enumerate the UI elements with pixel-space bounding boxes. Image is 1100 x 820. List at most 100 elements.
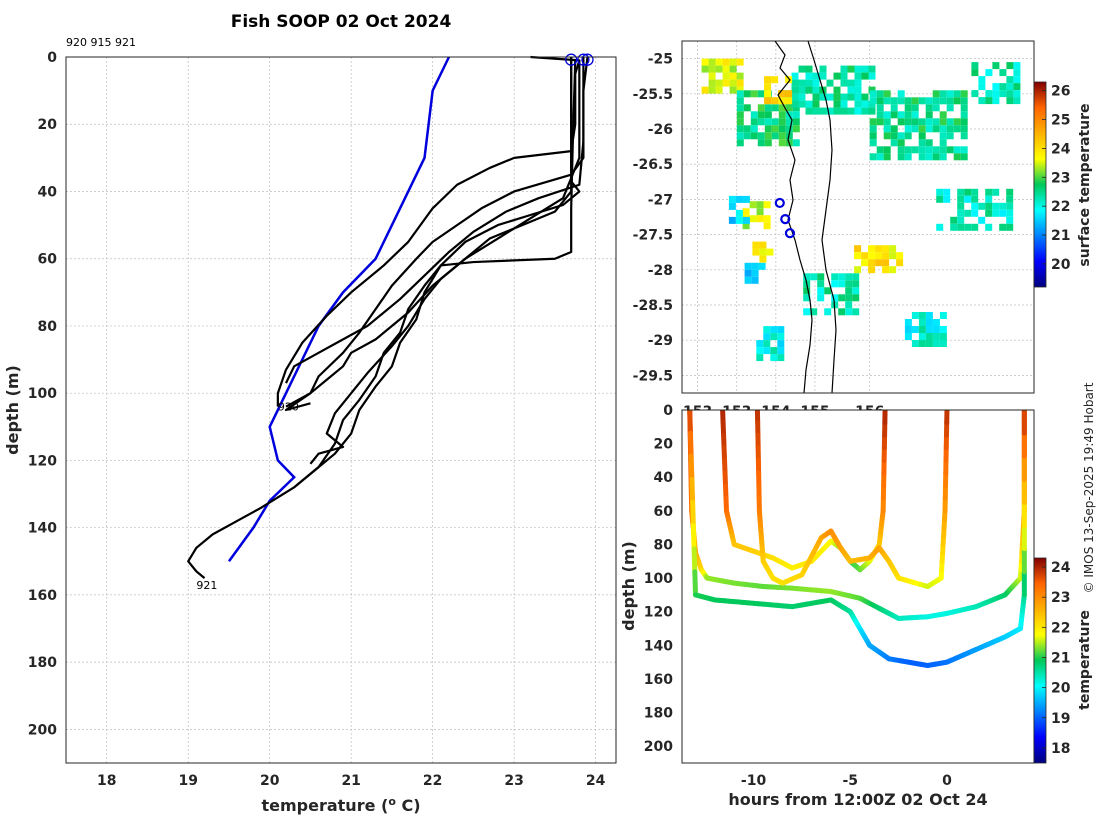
- sst-pixel: [798, 86, 806, 94]
- sst-pixel: [992, 188, 1000, 196]
- y-tick-label: 160: [28, 588, 57, 604]
- x-tick-label: 20: [260, 773, 280, 789]
- sst-pixel: [764, 76, 772, 84]
- profile-line: [309, 57, 573, 465]
- sst-pixel: [1006, 195, 1014, 203]
- sst-pixel: [852, 280, 860, 288]
- sst-pixel: [785, 118, 793, 126]
- sst-pixel: [845, 301, 853, 309]
- sst-pixel: [854, 100, 862, 108]
- sst-pixel: [978, 202, 986, 210]
- sst-pixel: [946, 97, 954, 105]
- sst-pixel: [883, 125, 891, 133]
- sst-pixel: [778, 90, 786, 98]
- sst-pixel: [805, 79, 813, 87]
- sst-pixel: [812, 72, 820, 80]
- sst-pixel: [985, 209, 993, 217]
- sst-pixel: [939, 139, 947, 147]
- sst-pixel: [757, 139, 765, 147]
- sst-pixel: [763, 326, 771, 334]
- sst-pixel: [1006, 202, 1014, 210]
- sst-pixel: [911, 125, 919, 133]
- y-tick-label: 20: [38, 117, 58, 133]
- profile-grid: [66, 56, 616, 763]
- sst-pixel: [742, 208, 750, 216]
- sst-pixel: [861, 65, 869, 73]
- sst-pixel: [798, 79, 806, 87]
- colorbar-tick-label: 24: [1051, 141, 1071, 157]
- sst-pixel: [897, 90, 905, 98]
- sst-pixel: [918, 118, 926, 126]
- sst-pixel: [925, 111, 933, 119]
- temperature-colorbar: [1033, 557, 1047, 764]
- sst-pixel: [868, 266, 876, 274]
- sst-pixel: [971, 90, 979, 98]
- sst-pixel: [778, 111, 786, 119]
- sst-pixel: [715, 79, 723, 87]
- sst-pixel: [771, 132, 779, 140]
- sst-pixel: [756, 208, 764, 216]
- y-tick-label: 100: [28, 386, 57, 402]
- sst-pixel: [764, 118, 772, 126]
- sst-pixel: [840, 72, 848, 80]
- sst-pixel: [960, 153, 968, 161]
- sst-pixel: [876, 90, 884, 98]
- sst-pixel: [743, 132, 751, 140]
- sst-pixel: [777, 347, 785, 355]
- sst-pixel: [757, 111, 765, 119]
- sst-pixel: [861, 100, 869, 108]
- sst-pixel: [1006, 97, 1014, 105]
- sst-pixel: [911, 312, 919, 319]
- sst-pixel: [742, 222, 750, 230]
- sst-pixel: [708, 58, 716, 66]
- sst-pixel: [953, 125, 961, 133]
- sst-pixel: [985, 188, 993, 196]
- sst-pixel: [854, 107, 862, 115]
- sst-pixel: [868, 259, 876, 267]
- sst-pixel: [999, 202, 1007, 210]
- sst-pixel: [999, 90, 1007, 98]
- sst-pixel: [882, 266, 890, 274]
- sst-pixel: [1006, 83, 1014, 91]
- sst-pixel: [939, 132, 947, 140]
- sst-colorbar-ticks: 20 21 22 23 24 25 26: [1042, 84, 1071, 273]
- section-trace: [754, 410, 950, 589]
- sst-pixel: [854, 266, 862, 274]
- x-tick-label: 18: [97, 773, 116, 789]
- sst-pixel: [777, 340, 785, 348]
- sst-pixel: [890, 104, 898, 112]
- sst-pixel: [861, 93, 869, 101]
- sst-pixel: [854, 65, 862, 73]
- sst-pixel: [896, 252, 904, 260]
- section-ticks: -10 -5 0 0 20 40 60 80 100 120 140 160 180 200: [644, 403, 952, 789]
- sst-pixel: [939, 90, 947, 98]
- sst-pixel: [805, 86, 813, 94]
- sst-pixel: [932, 146, 940, 154]
- sst-pixel: [764, 139, 772, 147]
- sst-pixel: [833, 86, 841, 94]
- colorbar-tick-label: 25: [1051, 113, 1070, 129]
- sst-pixel: [847, 79, 855, 87]
- sst-pixel: [869, 153, 877, 161]
- sst-pixel: [861, 252, 869, 260]
- sst-pixel: [736, 104, 744, 112]
- section-y-tick-label: 60: [654, 504, 674, 520]
- sst-pixel: [722, 65, 730, 73]
- sst-pixel: [971, 209, 979, 217]
- x-tick-label: 21: [341, 773, 360, 789]
- sst-pixel: [742, 195, 750, 203]
- section-x-tick-label: -5: [842, 773, 858, 789]
- sst-pixel: [840, 107, 848, 115]
- sst-pixel: [904, 326, 912, 333]
- sst-pixel: [759, 241, 767, 249]
- sst-pixel: [763, 215, 771, 223]
- sst-pixel: [791, 86, 799, 94]
- sst-pixel: [756, 347, 764, 355]
- sst-pixel: [764, 104, 772, 112]
- sst-pixel: [861, 259, 869, 267]
- sst-pixel: [904, 153, 912, 161]
- x-tick-label: 23: [504, 773, 523, 789]
- sst-pixel: [763, 222, 771, 230]
- sst-pixel: [953, 153, 961, 161]
- sst-pixel: [964, 188, 972, 196]
